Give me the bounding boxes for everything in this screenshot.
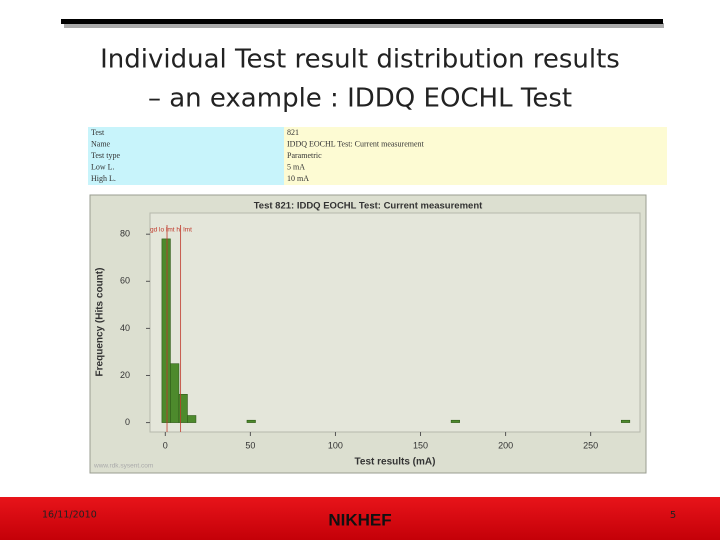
page-number: 5 — [670, 510, 676, 521]
y-tick-label: 60 — [120, 276, 130, 286]
table-key: Low L. — [91, 162, 115, 171]
table-key: High L. — [91, 174, 116, 183]
y-tick-label: 20 — [120, 370, 130, 380]
footer-logo: NIKHEF — [328, 510, 391, 529]
table-key: Test — [91, 128, 105, 137]
x-tick-label: 200 — [498, 440, 513, 450]
bar — [170, 363, 180, 423]
y-tick-label: 40 — [120, 323, 130, 333]
x-tick-label: 100 — [328, 440, 343, 450]
table-value: 821 — [287, 128, 299, 137]
x-tick-label: 150 — [413, 440, 428, 450]
x-axis-label: Test results (mA) — [355, 457, 436, 468]
x-tick-label: 0 — [163, 440, 168, 450]
bar — [178, 394, 188, 423]
table-value: 10 mA — [287, 174, 309, 183]
table-key: Test type — [91, 151, 120, 160]
plot-area — [149, 212, 641, 433]
annotation: gd lo lmt hi lmt — [150, 227, 192, 234]
x-tick-label: 50 — [245, 440, 255, 450]
watermark: www.rdk.sysent.com — [93, 463, 153, 470]
y-axis-label: Frequency (Hits count) — [95, 268, 106, 377]
table-value: 5 mA — [287, 162, 305, 171]
table-value-bg — [284, 127, 667, 185]
y-tick-label: 0 — [125, 417, 130, 427]
table-value: Parametric — [287, 151, 322, 160]
chart-title: Test 821: IDDQ EOCHL Test: Current measu… — [254, 201, 483, 212]
bar — [246, 419, 256, 423]
bar — [620, 419, 631, 423]
x-tick-label: 250 — [583, 440, 598, 450]
rule-shadow — [64, 23, 664, 28]
bar — [187, 415, 197, 423]
table-value: IDDQ EOCHL Test: Current measurement — [287, 139, 425, 148]
slide-title: Individual Test result distribution resu… — [100, 45, 620, 75]
footer-bar — [0, 497, 720, 540]
table-key-bg — [88, 127, 284, 185]
y-tick-label: 80 — [120, 229, 130, 239]
bar — [450, 419, 460, 423]
top-rule — [61, 19, 663, 24]
plot: 0 20 40 60 80 0 50 100 150 200 250 — [120, 225, 631, 450]
table: Test 821 Name IDDQ EOCHL Test: Current meas… — [91, 128, 425, 183]
footer-date: 16/11/2010 — [42, 510, 97, 521]
bar — [161, 238, 171, 423]
table-key: Name — [91, 139, 111, 148]
slide-title: – an example : IDDQ EOCHL Test — [148, 84, 572, 114]
